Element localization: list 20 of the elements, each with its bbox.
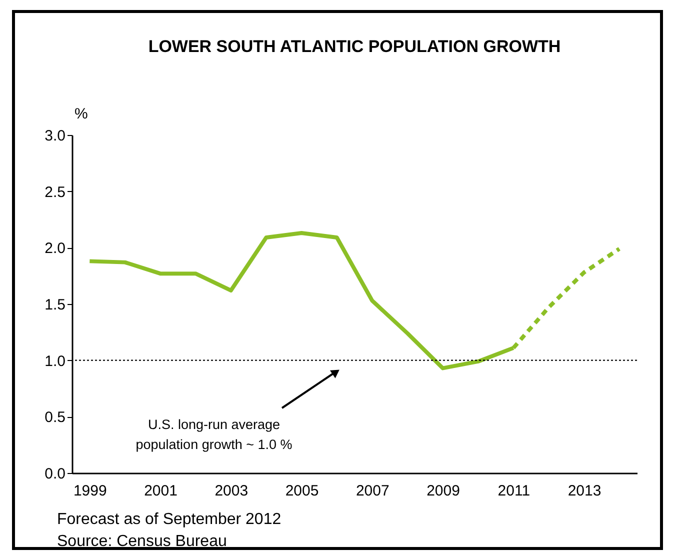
y-tick-label: 2.5 [44, 184, 66, 201]
x-tick-label: 2009 [426, 482, 460, 500]
x-tick-label: 1999 [73, 482, 107, 500]
annotation: U.S. long-run average population growth ~ 1.0 % [136, 417, 292, 452]
chart-title: LOWER SOUTH ATLANTIC POPULATION GROWTH [148, 37, 561, 56]
text: Forecast as of September 2012 [57, 510, 282, 530]
x-tick-label: 2003 [214, 482, 248, 500]
x-tick-label: 2001 [144, 482, 178, 500]
x-tick-label: 2013 [568, 482, 602, 500]
x-tick-label: 2007 [356, 482, 390, 500]
y-tick-label: 3.0 [44, 128, 66, 144]
x-tick-label: 2005 [285, 482, 319, 500]
y-tick-label: 1.0 [44, 352, 66, 370]
y-tick-label: 0.0 [44, 466, 66, 482]
source-note: Source: Census Bureau [57, 532, 228, 552]
y-tick-label: 0.5 [44, 409, 66, 426]
x-tick-label: 2011 [498, 482, 530, 500]
y-axis-title: % [74, 106, 88, 122]
y-tick-label: 1.5 [44, 296, 66, 314]
y-tick-label: 2.0 [44, 240, 66, 258]
